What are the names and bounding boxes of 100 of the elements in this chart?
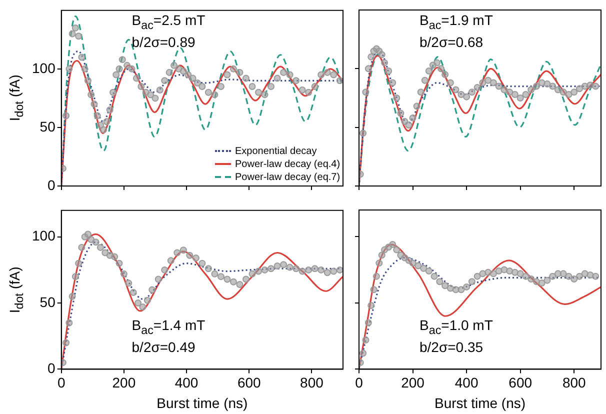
point: [560, 88, 567, 96]
point: [528, 275, 535, 282]
point: [274, 74, 281, 82]
point: [506, 88, 514, 96]
point: [132, 74, 140, 82]
point: [298, 86, 306, 94]
point: [414, 262, 422, 270]
point: [268, 82, 275, 90]
annotation: B$_{ac}$=2.5 mT: [132, 12, 206, 32]
point: [96, 244, 104, 251]
point: [389, 79, 396, 86]
point: [248, 82, 256, 90]
point: [318, 71, 325, 78]
point: [106, 106, 114, 114]
point: [376, 260, 383, 267]
point: [570, 88, 578, 96]
point: [420, 264, 428, 272]
point: [544, 80, 551, 88]
point: [280, 261, 288, 268]
point: [474, 272, 481, 280]
point: [84, 230, 92, 238]
y-tick-label: 0: [48, 176, 56, 193]
point: [147, 91, 154, 98]
point: [576, 272, 583, 280]
point: [90, 100, 98, 108]
point: [167, 257, 174, 264]
point: [495, 82, 502, 90]
point: [261, 91, 268, 98]
point: [385, 68, 392, 75]
point: [78, 54, 86, 61]
point: [261, 266, 268, 274]
point: [292, 265, 300, 272]
point: [298, 268, 306, 275]
point: [148, 286, 156, 294]
point: [166, 68, 173, 76]
point: [592, 82, 600, 90]
point: [458, 90, 465, 98]
point: [360, 350, 367, 357]
point: [268, 265, 275, 272]
point: [184, 71, 192, 78]
point: [274, 262, 281, 270]
point: [305, 266, 312, 274]
point: [516, 270, 524, 278]
point: [280, 68, 288, 76]
point: [360, 130, 367, 137]
point: [397, 110, 404, 117]
point: [362, 88, 370, 96]
point: [134, 300, 142, 307]
point: [96, 122, 104, 129]
point: [109, 88, 116, 96]
point: [560, 270, 567, 278]
point: [198, 82, 206, 90]
point: [305, 88, 312, 96]
point: [336, 266, 343, 274]
point: [484, 76, 492, 84]
point: [62, 112, 70, 120]
point: [516, 94, 524, 102]
point: [120, 270, 128, 278]
point: [330, 268, 338, 275]
point: [378, 51, 386, 58]
annotation: b/2σ=0.89: [132, 34, 196, 50]
point: [389, 240, 396, 248]
point: [532, 278, 540, 286]
annotation: b/2σ=0.49: [132, 339, 196, 356]
annotation: B$_{ac}$=1.4 mT: [132, 317, 206, 337]
point: [446, 79, 454, 86]
point: [88, 91, 95, 98]
point: [236, 68, 244, 76]
point: [463, 283, 470, 290]
point: [66, 65, 73, 72]
point: [544, 276, 551, 284]
point: [68, 30, 76, 38]
point: [364, 65, 372, 72]
legend-label: Exponential decay: [235, 146, 317, 157]
point: [230, 278, 237, 286]
x-tick-label: 200: [112, 374, 136, 390]
point: [112, 71, 120, 78]
point: [170, 62, 178, 69]
point: [495, 268, 502, 275]
point: [161, 77, 168, 84]
point: [75, 260, 82, 267]
point: [490, 79, 497, 86]
point: [438, 65, 445, 72]
point: [570, 275, 578, 282]
point: [500, 86, 508, 94]
point: [217, 273, 224, 280]
point: [549, 82, 556, 90]
point: [511, 268, 518, 276]
point: [417, 88, 424, 96]
point: [378, 252, 386, 259]
point: [236, 281, 244, 288]
point: [100, 126, 108, 134]
x-tick-label: 400: [454, 374, 478, 390]
point: [458, 286, 465, 294]
x-tick-label: 800: [300, 374, 324, 390]
point: [224, 71, 231, 78]
point: [156, 86, 164, 94]
point: [189, 74, 196, 82]
x-tick-label: 400: [174, 374, 198, 390]
point: [430, 272, 438, 280]
